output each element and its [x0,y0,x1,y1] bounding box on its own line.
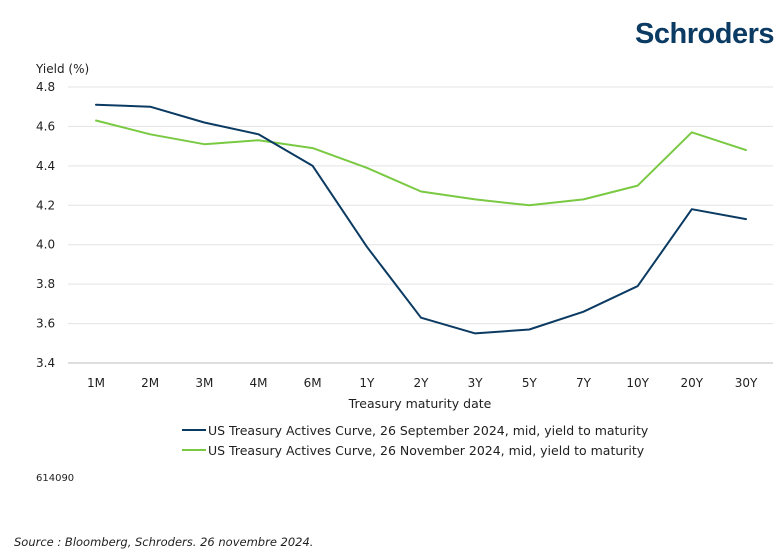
source-note: Source : Bloomberg, Schroders. 26 novemb… [14,535,314,549]
x-tick-label: 4M [250,376,268,390]
y-tick-label: 4.2 [36,198,55,212]
legend-label-september: US Treasury Actives Curve, 26 September … [208,422,649,438]
x-tick-label: 3Y [468,376,484,390]
y-tick-label: 3.8 [36,277,55,291]
x-tick-label: 1Y [359,376,375,390]
x-tick-label: 20Y [681,376,704,390]
y-tick-label: 4.6 [36,119,55,133]
legend: US Treasury Actives Curve, 26 September … [182,420,648,460]
x-tick-label: 7Y [576,376,592,390]
x-tick-label: 6M [304,376,322,390]
y-tick-label: 4.8 [36,80,55,94]
x-tick-label: 30Y [735,376,758,390]
legend-swatch-september [182,429,206,431]
x-tick-label: 2Y [414,376,430,390]
schroders-logo: Schroders [635,18,774,50]
x-tick-label: 5Y [522,376,538,390]
legend-item-november: US Treasury Actives Curve, 26 November 2… [182,440,648,460]
y-tick-label: 4.4 [36,159,55,173]
legend-item-september: US Treasury Actives Curve, 26 September … [182,420,648,440]
y-tick-label: 4.0 [36,238,55,252]
legend-label-november: US Treasury Actives Curve, 26 November 2… [208,442,645,458]
y-tick-label: 3.6 [36,317,55,331]
series-line-september [95,103,747,335]
chart-code: 614090 [36,473,75,484]
line-chart: 3.4 3.6 3.8 4.0 4.2 4.4 4.6 4.8 1M 2M 3M 4M 6M 1Y 2Y 3Y… [36,80,773,390]
y-tick-label: 3.4 [36,356,55,370]
x-tick-label: 2M [141,376,159,390]
x-tick-label: 10Y [626,376,649,390]
x-tick-label: 1M [87,376,105,390]
y-axis-label: Yield (%) [36,62,90,76]
legend-swatch-november [182,449,206,451]
series-line-november [95,119,747,207]
x-axis-label: Treasury maturity date [348,396,492,411]
x-tick-label: 3M [195,376,213,390]
